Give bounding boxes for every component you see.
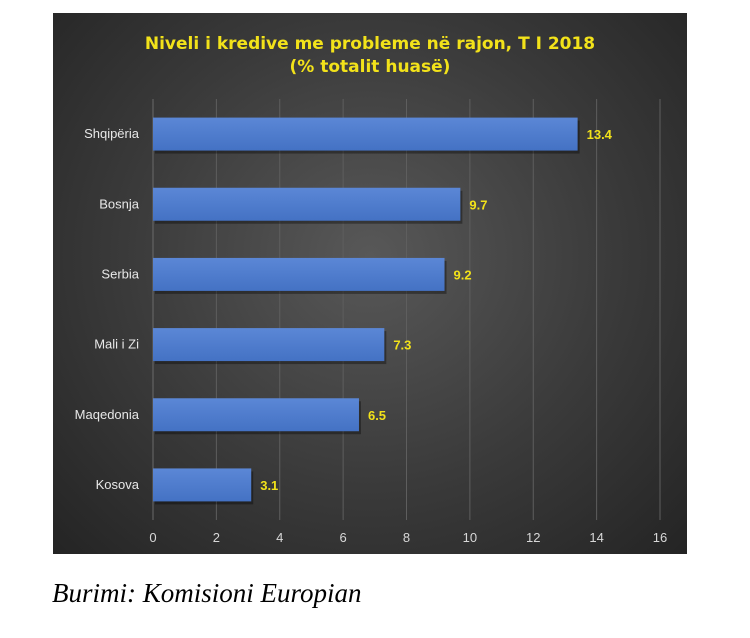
value-label: 9.7: [469, 197, 487, 212]
labels: 0 2 4 6 8 10 12 14 16 Shqipëria 13.4 Bosnja 9.7 Serbi…: [75, 126, 668, 545]
value-label: 3.1: [260, 478, 278, 493]
source-note: Burimi: Komisioni Europian: [52, 578, 362, 608]
x-tick-label: 0: [149, 530, 156, 545]
value-label: 7.3: [393, 338, 411, 353]
category-label: Mali i Zi: [94, 337, 139, 352]
x-tick-label: 4: [276, 530, 283, 545]
bar: [153, 398, 359, 432]
chart-title: Niveli i kredive me probleme në rajon, T…: [145, 34, 595, 54]
gridlines: [152, 99, 661, 520]
bar: [153, 328, 385, 362]
x-tick-label: 8: [403, 530, 410, 545]
chart-panel: Niveli i kredive me probleme në rajon, T…: [53, 13, 687, 554]
bar: [153, 187, 461, 221]
bar: [153, 468, 252, 502]
bars: [153, 117, 580, 505]
category-label: Maqedonia: [75, 407, 140, 422]
bar: [153, 257, 445, 291]
bar: [153, 117, 578, 151]
x-tick-label: 6: [340, 530, 347, 545]
category-label: Kosova: [96, 477, 140, 492]
value-label: 13.4: [587, 127, 613, 142]
x-tick-label: 16: [653, 530, 667, 545]
category-label: Bosnja: [99, 196, 140, 211]
chart-subtitle: (% totalit huasë): [290, 57, 451, 77]
value-label: 9.2: [454, 267, 472, 282]
category-label: Shqipëria: [84, 126, 140, 141]
x-tick-label: 12: [526, 530, 540, 545]
category-label: Serbia: [101, 266, 139, 281]
value-label: 6.5: [368, 408, 386, 423]
x-tick-label: 2: [213, 530, 220, 545]
x-tick-label: 10: [463, 530, 477, 545]
bar-chart: Niveli i kredive me probleme në rajon, T…: [75, 34, 668, 545]
x-tick-label: 14: [589, 530, 603, 545]
